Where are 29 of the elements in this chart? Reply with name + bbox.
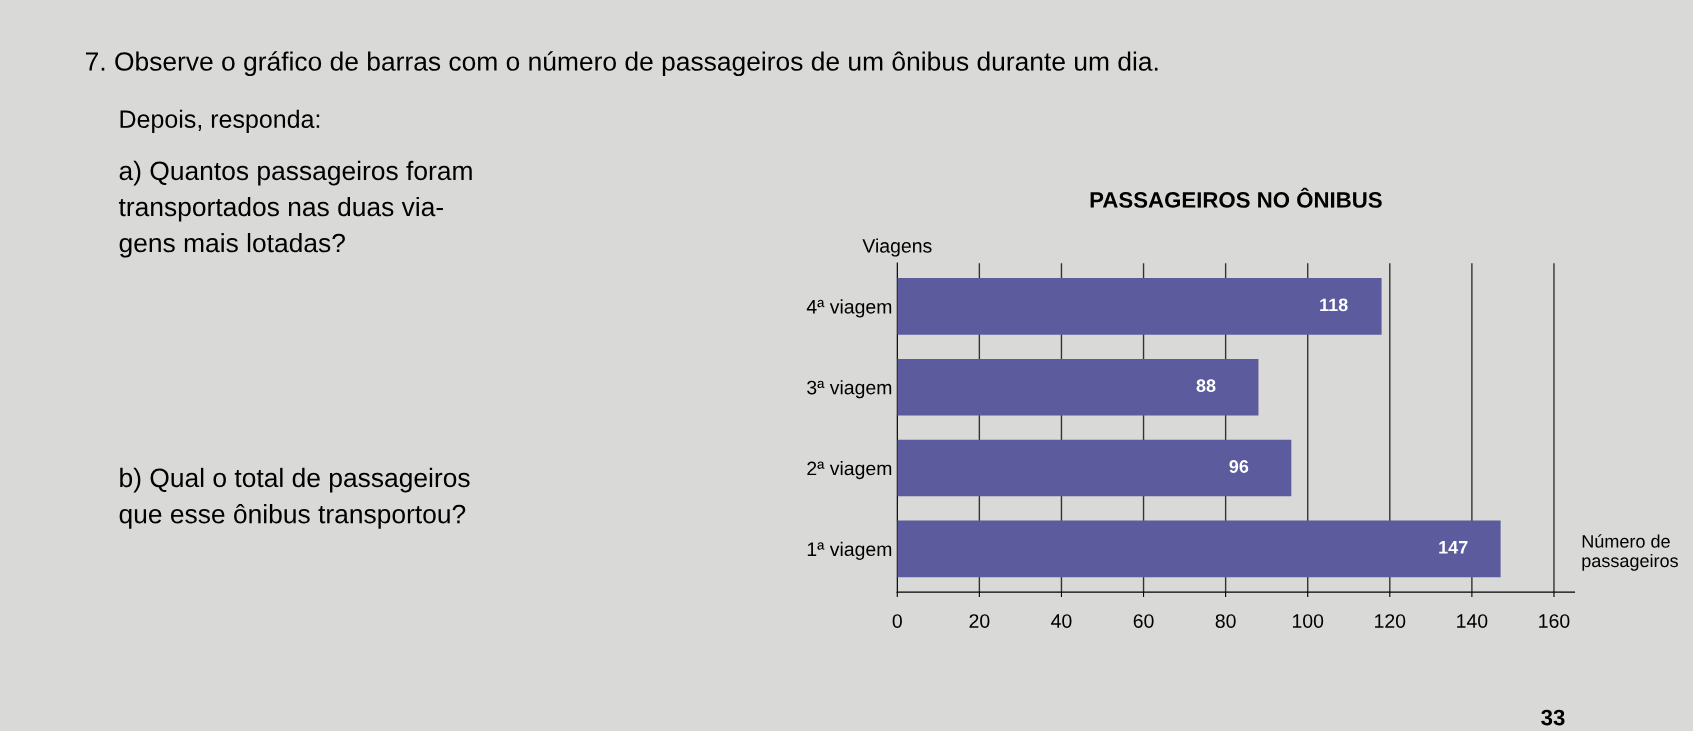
text: a) Quantos passageiros foram transportados nas duas via- gens mais lotadas?: [118, 160, 472, 258]
bar: [897, 520, 1501, 578]
bar: [897, 439, 1292, 497]
bar: [897, 278, 1382, 335]
y-tick-label: 4ª viagem: [806, 299, 892, 318]
x-tick-label: 0: [892, 614, 902, 628]
x-tick-label: 140: [1457, 614, 1488, 628]
bar: [897, 358, 1259, 416]
data-label: 118: [1320, 298, 1348, 312]
x-tick-label: 100: [1292, 614, 1324, 628]
data-label: 96: [1229, 460, 1249, 473]
data-label: 147: [1439, 541, 1468, 554]
x-tick-label: 60: [1133, 614, 1154, 628]
x-tick-label: 40: [1051, 614, 1072, 628]
x-tick-label: 80: [1215, 614, 1236, 628]
y-axis-title: Viagens: [862, 238, 932, 257]
y-tick-label: 2ª viagem: [807, 461, 892, 480]
text: 33: [1541, 709, 1565, 726]
text: b) Qual o total de passageiros que esse ônibus transportou?: [119, 467, 470, 529]
x-tick-label: 20: [969, 614, 990, 628]
y-tick-label: 1ª viagem: [807, 541, 892, 560]
text: 7. Observe o gráfico de barras com o número de passageiros de um ônibus durante um dia.: [86, 51, 1158, 77]
chart-title: PASSAGEIROS NO ÔNIBUS: [1090, 187, 1382, 208]
x-tick-label: 120: [1375, 614, 1406, 628]
y-tick-label: 3ª viagem: [807, 380, 892, 399]
x-axis-title: Número de passageiros: [1582, 534, 1678, 571]
data-label: 88: [1196, 379, 1216, 393]
text: Depois, responda:: [120, 109, 320, 133]
x-tick-label: 160: [1539, 614, 1570, 628]
